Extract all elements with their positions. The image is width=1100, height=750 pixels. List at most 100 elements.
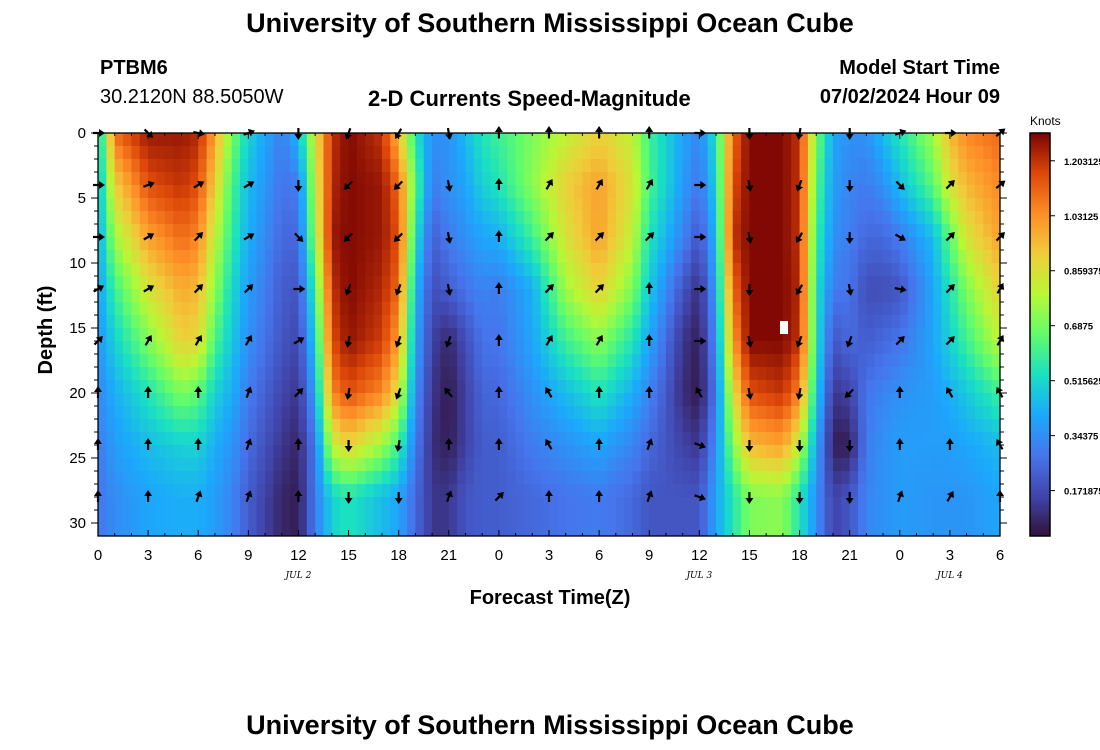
- heatmap-cell: [716, 484, 725, 498]
- heatmap-cell: [782, 328, 792, 342]
- heatmap-cell: [423, 393, 433, 407]
- heatmap-cell: [791, 250, 801, 264]
- current-vector-arrow: [694, 493, 706, 502]
- heatmap-cell: [298, 315, 308, 329]
- heatmap-cell: [615, 250, 625, 264]
- heatmap-cell: [649, 185, 659, 199]
- heatmap-cell: [281, 419, 291, 433]
- heatmap-cell: [983, 445, 993, 459]
- heatmap-cell: [340, 276, 350, 290]
- heatmap-cell: [707, 237, 717, 251]
- heatmap-cell: [131, 185, 141, 199]
- heatmap-cell: [490, 250, 500, 264]
- heatmap-cell: [891, 276, 901, 290]
- heatmap-cell: [549, 523, 558, 536]
- heatmap-cell: [290, 263, 300, 277]
- heatmap-cell: [139, 406, 149, 420]
- heatmap-cell: [716, 406, 725, 420]
- heatmap-cell: [507, 302, 517, 316]
- heatmap-cell: [874, 224, 884, 238]
- heatmap-cell: [139, 211, 149, 225]
- heatmap-cell: [665, 406, 675, 420]
- heatmap-cell: [966, 276, 976, 290]
- heatmap-cell: [599, 341, 609, 355]
- heatmap-cell: [766, 393, 776, 407]
- heatmap-cell: [757, 523, 767, 536]
- heatmap-cell: [515, 380, 525, 394]
- heatmap-cell: [807, 146, 817, 160]
- heatmap-cell: [824, 276, 834, 290]
- heatmap-cell: [148, 471, 158, 485]
- heatmap-cell: [699, 380, 709, 394]
- heatmap-cell: [482, 289, 492, 303]
- heatmap-cell: [298, 172, 308, 186]
- heatmap-cell: [223, 354, 233, 368]
- heatmap-cell: [832, 510, 842, 524]
- heatmap-cell: [690, 250, 700, 264]
- x-tick-label: 15: [741, 547, 758, 564]
- heatmap-cell: [774, 445, 784, 459]
- heatmap-cell: [799, 276, 809, 290]
- heatmap-cell: [983, 497, 993, 511]
- heatmap-cell: [632, 380, 642, 394]
- heatmap-cell: [365, 146, 375, 160]
- heatmap-cell: [298, 146, 308, 160]
- heatmap-cell: [532, 159, 542, 173]
- heatmap-cell: [891, 367, 901, 381]
- heatmap-cell: [256, 211, 266, 225]
- heatmap-cell: [908, 471, 918, 485]
- heatmap-cell: [557, 471, 567, 485]
- heatmap-cell: [198, 523, 208, 536]
- heatmap-cell: [223, 497, 233, 511]
- heatmap-cell: [883, 445, 893, 459]
- heatmap-cell: [974, 445, 984, 459]
- heatmap-cell: [657, 406, 667, 420]
- heatmap-cell: [482, 159, 492, 173]
- heatmap-cell: [824, 250, 834, 264]
- heatmap-cell: [432, 471, 442, 485]
- heatmap-cell: [390, 133, 400, 147]
- heatmap-cell: [974, 159, 984, 173]
- heatmap-cell: [615, 484, 625, 498]
- current-vector-arrow: [344, 335, 353, 348]
- heatmap-cell: [883, 289, 893, 303]
- heatmap-cell: [849, 471, 859, 485]
- heatmap-cell: [139, 263, 149, 277]
- heatmap-cell: [966, 510, 976, 524]
- heatmap-cell: [615, 419, 625, 433]
- heatmap-cell: [766, 289, 776, 303]
- heatmap-cell: [256, 224, 266, 238]
- heatmap-cell: [665, 289, 675, 303]
- heatmap-cell: [239, 159, 249, 173]
- heatmap-cell: [290, 497, 300, 511]
- heatmap-cell: [298, 328, 308, 342]
- heatmap-cell: [432, 146, 442, 160]
- heatmap-cell: [515, 133, 525, 147]
- heatmap-cell: [716, 510, 725, 524]
- heatmap-cell: [298, 406, 308, 420]
- heatmap-cell: [632, 328, 642, 342]
- heatmap-cell: [899, 133, 909, 147]
- heatmap-cell: [181, 510, 191, 524]
- heatmap-cell: [674, 289, 684, 303]
- heatmap-cell: [690, 211, 700, 225]
- heatmap-cell: [223, 328, 233, 342]
- heatmap-cell: [256, 263, 266, 277]
- heatmap-cell: [281, 341, 291, 355]
- heatmap-cell: [924, 510, 934, 524]
- heatmap-cell: [248, 237, 258, 251]
- heatmap-cell: [640, 523, 650, 536]
- heatmap-cell: [807, 445, 817, 459]
- heatmap-cell: [340, 445, 350, 459]
- heatmap-cell: [507, 380, 517, 394]
- heatmap-cell: [958, 302, 968, 316]
- heatmap-cell: [866, 198, 876, 212]
- heatmap-cell: [883, 419, 893, 433]
- heatmap-cell: [807, 341, 817, 355]
- heatmap-cell: [256, 510, 266, 524]
- heatmap-cell: [239, 328, 249, 342]
- heatmap-cell: [323, 289, 333, 303]
- current-vector-arrow: [193, 181, 205, 189]
- heatmap-cell: [340, 198, 350, 212]
- heatmap-cell: [123, 484, 133, 498]
